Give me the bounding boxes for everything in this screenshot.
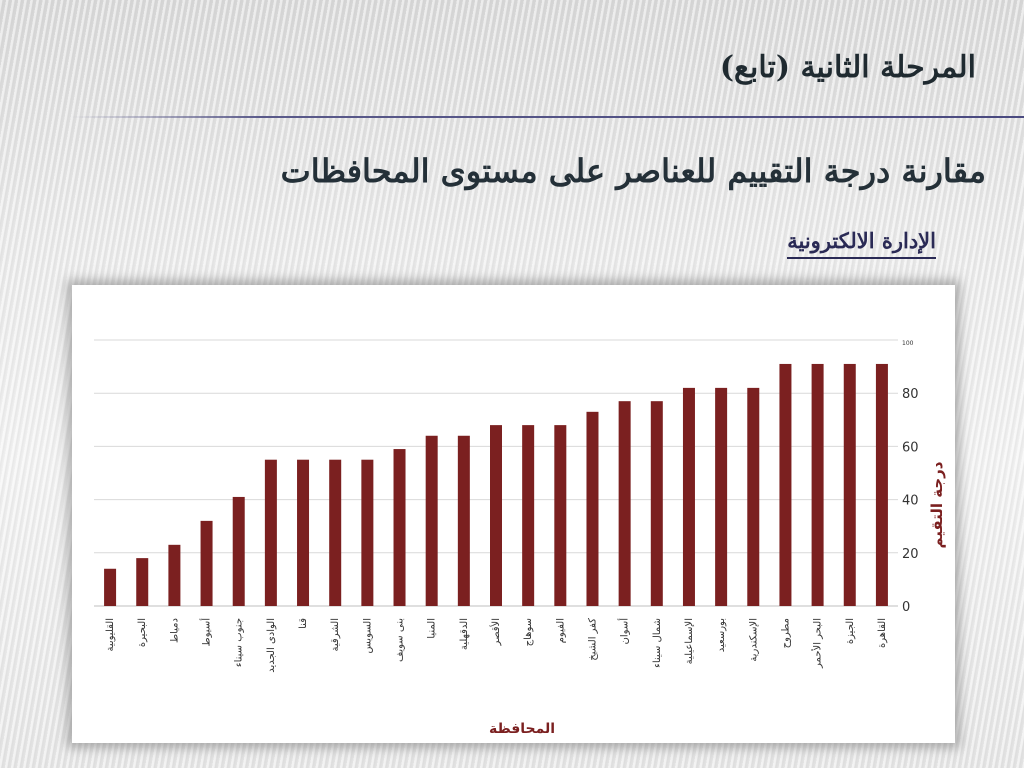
x-axis-labels: القليوبية البحيرة دمياط أسيوط جنوب سيناء الوا… [105, 618, 888, 673]
bar [875, 363, 888, 606]
y-tick-label: 0 [902, 600, 910, 615]
section-label: الإدارة الالكترونية [787, 228, 936, 259]
x-tick-label: الفيوم [555, 618, 566, 643]
x-tick-label: الدقهلية [459, 618, 470, 650]
y-tick-label: 80 [902, 387, 919, 402]
bar [457, 435, 470, 606]
x-tick-label: بنى سويف [395, 618, 406, 662]
y-axis-ticks: 0 20 40 60 80 100 [902, 340, 919, 615]
y-tick-label: 40 [902, 494, 919, 509]
bar [329, 459, 342, 606]
x-tick-label: مطروح [780, 618, 791, 648]
bar [425, 435, 438, 606]
title-divider [70, 116, 1024, 118]
x-tick-label: الشرقية [330, 618, 341, 651]
x-tick-label: قنا [298, 618, 309, 629]
x-tick-label: دمياط [169, 618, 180, 643]
y-tick-label: 100 [902, 340, 914, 347]
bar [779, 363, 792, 606]
bar [682, 387, 695, 606]
x-tick-label: جنوب سيناء [234, 618, 245, 667]
bar [104, 568, 117, 606]
bar [618, 401, 631, 606]
x-tick-label: الوادى الجديد [266, 618, 277, 673]
x-tick-label: البحر الأحمر [811, 618, 824, 669]
bar [232, 496, 245, 606]
bar [200, 520, 213, 606]
x-tick-label: البحيرة [137, 618, 148, 647]
x-tick-label: المنيا [427, 618, 438, 639]
slide-title: المرحلة الثانية (تابع) [719, 50, 976, 85]
bar [715, 387, 728, 606]
x-axis-label: المحافظة [489, 721, 555, 737]
bar [393, 449, 406, 606]
bar [136, 558, 149, 606]
bars [104, 363, 888, 606]
x-tick-label: سوهاج [523, 618, 534, 646]
x-tick-label: السويس [362, 618, 373, 653]
x-tick-label: أسوان [618, 618, 631, 645]
y-tick-label: 20 [902, 547, 919, 562]
x-tick-label: القاهرة [877, 618, 888, 648]
bar [264, 459, 277, 606]
y-tick-label: 60 [902, 440, 919, 455]
x-tick-label: الإسماعيلية [684, 618, 695, 664]
bar-chart: 0 20 40 60 80 100 القليوبية البحيرة دمياط أسيوط ج… [94, 339, 946, 737]
x-tick-label: الأقصر [489, 618, 502, 646]
bar [554, 425, 567, 606]
x-tick-label: الجيزة [845, 618, 856, 644]
bar [522, 425, 535, 606]
chart-frame: 0 20 40 60 80 100 القليوبية البحيرة دمياط أسيوط ج… [72, 285, 955, 743]
x-tick-label: أسيوط [200, 618, 213, 647]
x-tick-label: القليوبية [105, 618, 116, 652]
bar [490, 425, 502, 606]
x-tick-label: بورسعيد [716, 618, 727, 652]
bar [297, 459, 310, 606]
y-axis-label: درجة التقيم [928, 461, 946, 548]
bar [361, 459, 374, 606]
x-tick-label: شمال سيناء [652, 618, 663, 668]
x-tick-label: كفر الشيخ [587, 618, 598, 661]
slide-subtitle: مقارنة درجة التقييم للعناصر على مستوى ال… [280, 152, 986, 190]
bar [747, 387, 760, 606]
bar [586, 411, 599, 606]
bar [650, 401, 663, 606]
x-tick-label: الإسكندرية [748, 618, 759, 662]
bar [811, 363, 824, 606]
bar [843, 363, 856, 606]
bar [168, 544, 181, 606]
